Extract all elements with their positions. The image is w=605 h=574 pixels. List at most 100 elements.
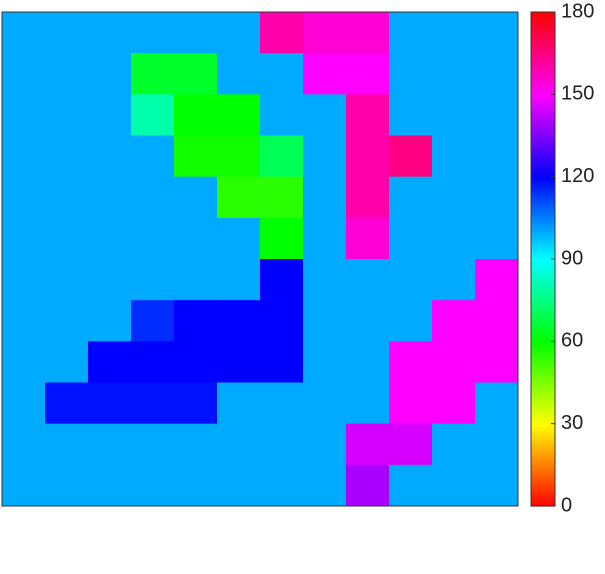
colorbar-segment [531,341,555,345]
colorbar-segment [531,335,555,340]
colorbar-segment [531,382,555,386]
colorbar-segment [531,55,555,60]
colorbar-segment [531,473,555,477]
colorbar-segment [531,363,555,367]
colorbar-segment [531,239,555,244]
colorbar-segment [531,22,555,27]
heatmap-cell [45,135,89,178]
heatmap-cell [346,259,390,301]
colorbar-segment [531,248,555,252]
colorbar-segment [531,305,555,309]
heatmap-cell [389,217,433,260]
colorbar-segment [531,223,555,227]
heatmap-cell [475,135,519,178]
heatmap-cell [131,341,175,383]
colorbar-segment [531,195,555,200]
colorbar-segment [531,291,555,296]
colorbar-segment [531,31,555,35]
colorbar-segment [531,495,555,499]
heatmap-cell [131,382,175,425]
colorbar-segment [531,72,555,76]
colorbar-segment [531,209,555,213]
colorbar-segment [531,368,555,373]
heatmap-cell [346,423,390,466]
heatmap-cell [475,94,519,136]
heatmap-cell [303,464,347,507]
colorbar-segment [531,420,555,425]
heatmap-cell [260,341,304,383]
colorbar-segment [531,17,555,21]
heatmap-cell [432,259,476,301]
heatmap-cell [45,382,89,425]
colorbar-segment [531,456,555,460]
heatmap-cell [131,217,175,260]
heatmap-cell [2,176,46,219]
colorbar-segment [531,418,555,422]
heatmap-cell [475,259,519,301]
colorbar-segment [531,267,555,271]
heatmap-cell [260,382,304,425]
colorbar-segment [531,50,555,54]
colorbar-segment [531,371,555,375]
heatmap-cell [260,94,304,136]
heatmap-cell [260,135,304,178]
heatmap-cell [45,12,89,54]
heatmap-cell [217,53,261,95]
heatmap-cell [2,94,46,136]
heatmap-cell [45,464,89,507]
heatmap-cell [131,464,175,507]
heatmap-cell [174,176,218,219]
colorbar-tick-label: 150 [561,83,594,105]
colorbar-segment [531,33,555,38]
heatmap-cell [2,135,46,178]
colorbar-segment [531,206,555,211]
colorbar-segment [531,97,555,101]
colorbar-segment [531,261,555,266]
heatmap-cell [389,300,433,342]
colorbar-segment [531,269,555,274]
heatmap-cell [45,300,89,342]
colorbar-segment [531,489,555,493]
colorbar-segment [531,14,555,19]
heatmap-cell [432,382,476,425]
colorbar-segment [531,278,555,282]
colorbar-segment [531,226,555,230]
colorbar-segment [531,135,555,139]
plot-frame [1,11,519,507]
colorbar-segment [531,434,555,438]
heatmap-cell [389,135,433,178]
colorbar-segment [531,346,555,351]
heatmap-cell [88,53,132,95]
heatmap-cell [174,423,218,466]
colorbar-segment [531,297,555,301]
heatmap-cell [389,259,433,301]
colorbar-segment [531,412,555,417]
heatmap-cell [389,464,433,507]
colorbar-segment [531,140,555,145]
colorbar-segment [531,407,555,411]
colorbar-segment [531,184,555,189]
heatmap-cell [45,176,89,219]
heatmap-cell [131,300,175,342]
colorbar-segment [531,275,555,279]
colorbar-segment [531,379,555,384]
heatmap-cell [475,12,519,54]
colorbar-segment [531,333,555,337]
colorbar-segment [531,146,555,150]
colorbar-segment [531,322,555,326]
heatmap-cell [131,259,175,301]
colorbar-segment [531,398,555,403]
colorbar-segment [531,47,555,52]
colorbar-segment [531,44,555,49]
heatmap-cell [131,94,175,136]
colorbar-segment [531,401,555,406]
colorbar-segment [531,484,555,488]
colorbar-segment [531,355,555,359]
colorbar-segment [531,168,555,172]
colorbar-segment [531,324,555,329]
colorbar-segment [531,58,555,62]
heatmap-cell [432,135,476,178]
colorbar-segment [531,25,555,30]
colorbar-segment [531,220,555,224]
